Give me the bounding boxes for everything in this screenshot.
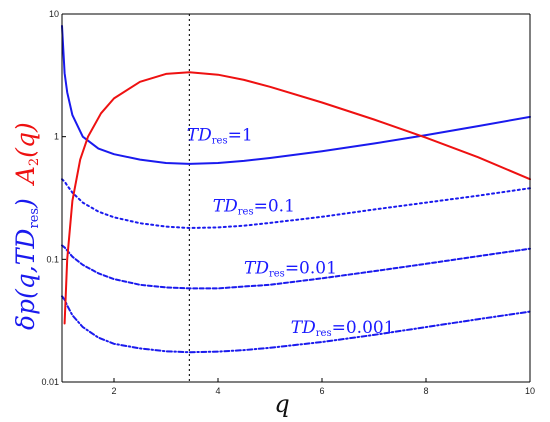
x-tick-label: 8 [423, 386, 428, 396]
y-axis-label-dp: δp(q,TDres)A2(q) [11, 122, 42, 330]
y-tick-label: 0.1 [46, 254, 59, 264]
x-axis-label: q [274, 390, 289, 418]
x-tick-label: 10 [525, 386, 535, 396]
series-line-5 [63, 71, 531, 325]
series-annotation: TDres=0.1 [213, 197, 295, 218]
series-line-3 [61, 244, 531, 290]
plot-area [62, 14, 530, 382]
series-annotation: TDres=0.01 [244, 258, 337, 279]
y-tick-label: 10 [49, 9, 59, 19]
x-tick-label: 4 [215, 386, 220, 396]
x-tick-label: 2 [111, 386, 116, 396]
series-annotation: TDres=0.001 [291, 318, 395, 339]
x-tick-label: 6 [319, 386, 324, 396]
y-tick-label: 1 [54, 132, 59, 142]
series-annotation: TDres=1 [187, 126, 253, 147]
series-line-4 [61, 295, 531, 354]
y-tick-label: 0.01 [41, 377, 59, 387]
series-line-2 [61, 178, 531, 229]
series-line-1 [61, 24, 531, 165]
